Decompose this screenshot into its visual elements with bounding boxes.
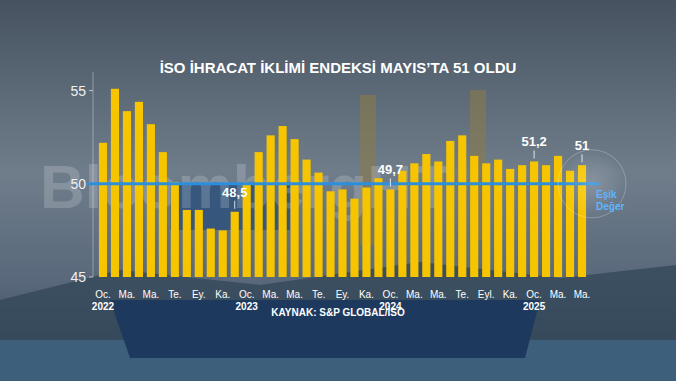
- bar: [99, 143, 107, 277]
- chart-svg: BloombergHTİSO İHRACAT İKLİMİ ENDEKSİ MA…: [0, 0, 676, 381]
- y-tick: [89, 277, 93, 278]
- bar: [410, 163, 418, 277]
- bar: [183, 210, 191, 277]
- bar: [207, 229, 215, 277]
- bar: [123, 111, 131, 277]
- bar: [362, 188, 370, 277]
- x-tick-label: Ma.: [262, 289, 279, 300]
- bar: [279, 126, 287, 277]
- bar: [434, 161, 442, 277]
- x-tick-label: Te.: [168, 289, 181, 300]
- source: KAYNAK: S&P GLOBAL/İSO: [271, 306, 405, 318]
- y-tick-label: 55: [70, 83, 86, 99]
- bar: [147, 124, 155, 277]
- y-tick-label: 50: [70, 176, 86, 192]
- bar: [303, 160, 311, 277]
- bar: [470, 156, 478, 277]
- x-tick-label: Oc.2022: [92, 289, 115, 312]
- bar: [518, 165, 526, 277]
- bar: [458, 135, 466, 277]
- bar: [398, 171, 406, 277]
- x-tick-label: Ka.: [359, 289, 374, 300]
- bar: [446, 141, 454, 277]
- bar: [219, 230, 227, 277]
- bar: [350, 199, 358, 277]
- hills: [0, 262, 676, 381]
- label-leader: [390, 178, 391, 186]
- x-tick-label: Ka.: [215, 289, 230, 300]
- bar: [291, 139, 299, 277]
- x-tick-label: Ka.: [503, 289, 518, 300]
- x-tick-label: Ma.: [550, 289, 567, 300]
- x-tick-label: Ma.: [119, 289, 136, 300]
- bar: [386, 189, 394, 277]
- chart-root: BloombergHTİSO İHRACAT İKLİMİ ENDEKSİ MA…: [0, 0, 676, 381]
- threshold-label: EşikDeğer: [596, 189, 624, 212]
- bar: [422, 154, 430, 277]
- data-label: 51,2: [521, 134, 546, 149]
- threshold: EşikDeğer: [87, 150, 626, 218]
- x-tick-label: Te.: [456, 289, 469, 300]
- y-axis-line: [93, 72, 94, 277]
- bar: [159, 152, 167, 277]
- data-label: 49,7: [378, 162, 403, 177]
- bar: [135, 102, 143, 277]
- bar: [338, 189, 346, 277]
- y-tick: [89, 90, 93, 91]
- x-tick-label: Ma.: [574, 289, 591, 300]
- sky: [0, 0, 676, 381]
- ship-hull: [110, 300, 540, 358]
- bar: [255, 152, 263, 277]
- y-tick-label: 45: [70, 269, 86, 285]
- title: İSO İHRACAT İKLİMİ ENDEKSİ MAYIS’TA 51 O…: [160, 59, 517, 76]
- x-tick-label: Eyl.: [478, 289, 495, 300]
- x-tick-label: Ma.: [430, 289, 447, 300]
- x-tick-label: Ma.: [406, 289, 423, 300]
- bar: [314, 173, 322, 277]
- data-labels: 48,5 49,7 51,2 51: [222, 134, 589, 208]
- x-tick-label: Oc.2025: [523, 289, 546, 312]
- bar: [542, 165, 550, 277]
- bar: [171, 182, 179, 277]
- x-tick-label: Ma.: [286, 289, 303, 300]
- bar: [482, 163, 490, 277]
- x-tick-label: Ey.: [336, 289, 350, 300]
- bar: [267, 135, 275, 277]
- bar: [530, 161, 538, 277]
- highlight-ring: [558, 150, 626, 218]
- x-tick-label: Te.: [312, 289, 325, 300]
- data-label: 48,5: [222, 185, 247, 200]
- bar: [326, 191, 334, 277]
- label-leader: [234, 201, 235, 209]
- bar: [195, 210, 203, 277]
- threshold-line: [87, 182, 600, 185]
- bar: [374, 178, 382, 277]
- x-tick-label: Ey.: [192, 289, 206, 300]
- x-tick-label: Ma.: [143, 289, 160, 300]
- bar: [231, 212, 239, 277]
- label-leader: [582, 154, 583, 162]
- label-leader: [534, 150, 535, 158]
- background: [0, 0, 676, 381]
- x-tick-label: Oc.2023: [236, 289, 259, 312]
- bar: [494, 160, 502, 277]
- data-label: 51: [575, 138, 589, 153]
- y-axis: 45 50 55: [70, 72, 93, 285]
